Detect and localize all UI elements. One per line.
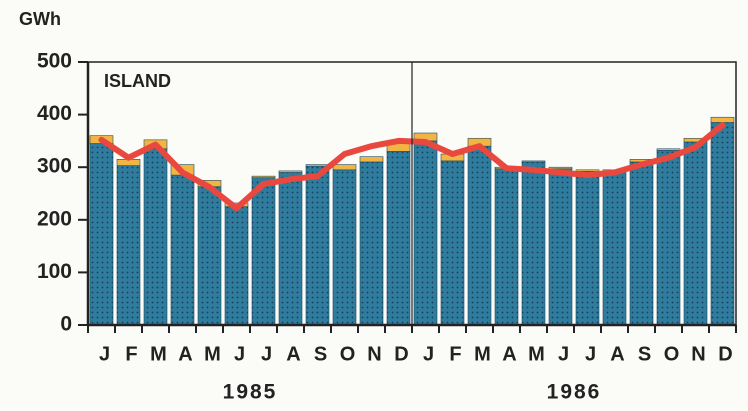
x-tick-label: S — [314, 343, 327, 365]
bar-texture — [657, 150, 680, 325]
x-tick-label: J — [423, 343, 434, 365]
bar-segment — [251, 175, 276, 179]
bar-texture — [117, 165, 140, 325]
group-label: 1985 — [223, 381, 278, 404]
x-tick-label: D — [718, 343, 732, 365]
bar-texture — [684, 141, 707, 325]
x-tick-label: M — [528, 343, 545, 365]
y-tick-label: 400 — [37, 102, 72, 125]
x-tick-label: M — [474, 343, 491, 365]
bar-texture — [171, 175, 194, 325]
y-tick-label: 200 — [37, 207, 72, 230]
x-tick-label: O — [340, 343, 356, 365]
bar-texture — [522, 161, 545, 325]
x-tick-label: A — [502, 343, 516, 365]
annotation: ISLAND — [104, 71, 171, 91]
bar-segment — [332, 164, 357, 171]
y-axis-label: GWh — [19, 9, 61, 29]
x-tick-label: D — [394, 343, 408, 365]
bar-texture — [576, 171, 599, 325]
x-tick-label: M — [204, 343, 221, 365]
bar-texture — [603, 171, 626, 325]
x-tick-label: J — [585, 343, 596, 365]
bar-texture — [711, 122, 734, 326]
bar-texture — [387, 151, 410, 325]
y-tick-label: 100 — [37, 260, 72, 283]
bar-texture — [414, 140, 437, 325]
bar-texture — [468, 146, 491, 325]
bar-texture — [360, 161, 383, 325]
y-tick-label: 500 — [37, 50, 72, 73]
x-tick-label: A — [286, 343, 300, 365]
x-tick-label: J — [99, 343, 110, 365]
x-tick-label: A — [178, 343, 192, 365]
bar-texture — [441, 160, 464, 325]
bar-texture — [630, 161, 653, 325]
x-tick-label: O — [664, 343, 680, 365]
bar-texture — [252, 177, 275, 325]
bar-texture — [333, 169, 356, 325]
bar-segment — [548, 166, 573, 170]
bar-texture — [225, 206, 248, 325]
bar-segment — [359, 156, 384, 163]
x-tick-label: S — [638, 343, 651, 365]
bar-texture — [495, 168, 518, 325]
x-tick-label: A — [610, 343, 624, 365]
x-tick-label: N — [367, 343, 381, 365]
bar-segment — [278, 170, 303, 173]
x-tick-label: M — [150, 343, 167, 365]
bar-texture — [279, 172, 302, 325]
bar-segment — [575, 169, 600, 172]
x-tick-label: F — [125, 343, 137, 365]
x-tick-label: F — [449, 343, 461, 365]
bar-segment — [656, 148, 681, 151]
x-tick-label: J — [234, 343, 245, 365]
y-tick-label: 300 — [37, 155, 72, 178]
bar-texture — [144, 148, 167, 325]
y-tick-label: 0 — [60, 313, 72, 336]
x-tick-label: N — [691, 343, 705, 365]
bar-texture — [90, 143, 113, 325]
bar-texture — [306, 166, 329, 325]
bar-segment — [710, 116, 735, 123]
x-tick-label: J — [558, 343, 569, 365]
x-tick-label: J — [261, 343, 272, 365]
bar-texture — [198, 186, 221, 325]
group-label: 1986 — [547, 381, 602, 404]
bar-texture — [549, 168, 572, 325]
bar-segment — [521, 160, 546, 163]
